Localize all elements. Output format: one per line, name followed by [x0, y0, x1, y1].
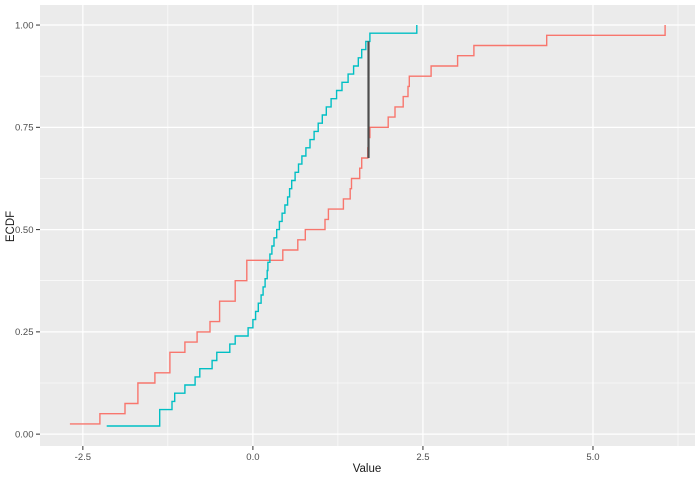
ecdf-line-sample-red [69, 25, 666, 425]
x-tick-label: 2.5 [416, 452, 429, 463]
x-tick-label: 5.0 [586, 452, 599, 463]
y-tick-label: 0.25 [15, 327, 34, 338]
ecdf-line-sample-cyan [106, 25, 418, 427]
x-tick-label: -2.5 [75, 452, 91, 463]
y-tick-label: 0.50 [15, 225, 34, 236]
y-tick-label: 0.00 [15, 429, 34, 440]
x-axis-title: Value [353, 463, 382, 475]
x-tick-label: 0.0 [246, 452, 259, 463]
y-tick-label: 0.75 [15, 123, 34, 134]
y-axis-title: ECDF [5, 211, 17, 242]
y-tick-label: 1.00 [15, 20, 34, 31]
